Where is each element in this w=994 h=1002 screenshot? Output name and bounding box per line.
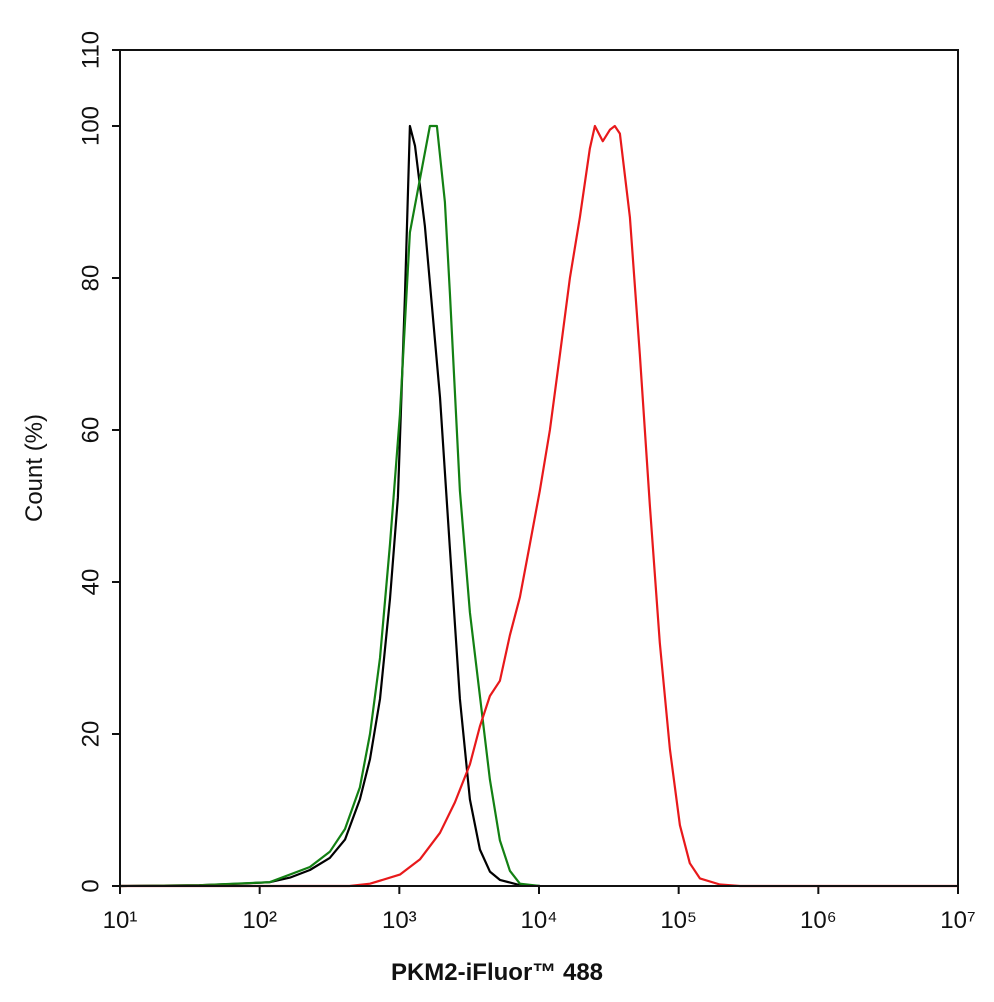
x-tick-label: 10⁵: [660, 907, 697, 934]
x-axis-label: PKM2-iFluor™ 488: [391, 959, 603, 986]
y-tick-label: 20: [77, 721, 104, 748]
y-tick-label: 60: [77, 417, 104, 444]
y-tick-label: 100: [77, 106, 104, 146]
series-line: [119, 124, 540, 888]
series-line: [119, 124, 540, 888]
y-axis-label: Count (%): [21, 414, 48, 522]
x-tick-label: 10⁴: [520, 907, 557, 934]
x-tick-label: 10³: [382, 907, 417, 934]
x-tick-label: 10⁷: [940, 907, 975, 934]
series-line: [120, 124, 958, 888]
y-tick-label: 80: [77, 265, 104, 292]
plot-frame: [119, 49, 959, 887]
x-tick-label: 10¹: [103, 907, 138, 934]
y-tick-label: 110: [77, 31, 104, 69]
y-tick-label: 40: [77, 569, 104, 596]
x-tick-label: 10²: [242, 907, 277, 934]
y-tick-label: 0: [77, 879, 104, 892]
x-tick-label: 10⁶: [800, 907, 837, 934]
